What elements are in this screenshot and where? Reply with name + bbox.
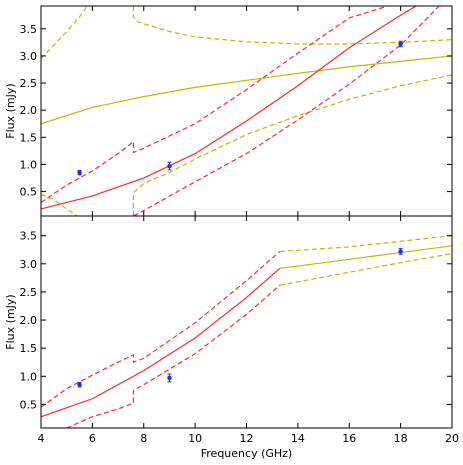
top-panel-y-tick-label: 2.0 <box>20 104 38 117</box>
top-panel-series-line-7-dashed <box>41 6 388 203</box>
top-panel-observed-point-1 <box>77 169 82 176</box>
bottom-panel-y-tick-label: 1.5 <box>20 342 38 355</box>
point-marker <box>77 382 82 387</box>
bottom-panel-series-line-6-dashed <box>279 253 452 286</box>
bottom-panel-y-axis-label: Flux (mJy) <box>4 294 17 349</box>
bottom-panel-series-line-2-solid <box>279 245 452 269</box>
x-tick-label: 4 <box>38 432 45 445</box>
top-panel-y-tick-label: 1.0 <box>20 158 38 171</box>
top-panel-observations <box>77 40 403 176</box>
bottom-panel-x-ticks: 4 6 8 10 12 14 16 18 20 <box>38 216 459 445</box>
top-panel-y-ticks: 0.5 1.0 1.5 2.0 2.5 3.0 3.5 <box>20 23 452 199</box>
top-panel-series <box>41 6 452 216</box>
x-tick-label: 12 <box>240 432 254 445</box>
bottom-panel-y-tick-label: 2.5 <box>20 286 38 299</box>
top-panel-series-line-5-dashed <box>132 74 452 216</box>
top-panel-observed-point-2 <box>167 161 172 171</box>
top-panel-y-tick-label: 3.0 <box>20 50 38 63</box>
top-panel-series-line-8-dashed <box>133 6 440 216</box>
bottom-panel-observed-point-1 <box>77 381 82 388</box>
x-tick-label: 14 <box>291 432 305 445</box>
top-panel-y-tick-label: 0.5 <box>20 186 38 199</box>
bottom-panel-observed-point-3 <box>398 248 403 255</box>
top-panel-series-line-4-dashed <box>41 193 78 216</box>
top-panel-series-line-2-dashed <box>41 6 88 60</box>
x-axis-label: Frequency (GHz) <box>201 447 292 460</box>
top-panel: 0.5 1.0 1.5 2.0 2.5 3.0 3.5 Flux (mJy) <box>4 5 453 217</box>
top-panel-y-tick-label: 3.5 <box>20 23 38 36</box>
x-tick-label: 20 <box>445 432 459 445</box>
top-panel-y-axis-label: Flux (mJy) <box>4 83 17 138</box>
bottom-panel-y-ticks: 0.5 1.0 1.5 2.0 2.5 3.0 3.5 <box>20 230 452 411</box>
bottom-panel-series-line-1-solid <box>41 267 281 418</box>
point-marker <box>398 249 403 254</box>
point-marker <box>398 41 403 47</box>
top-panel-y-tick-label: 2.5 <box>20 77 38 90</box>
x-tick-label: 8 <box>140 432 147 445</box>
top-panel-series-line-6-solid <box>41 6 417 210</box>
bottom-panel-y-tick-label: 3.0 <box>20 258 38 271</box>
bottom-panel-observed-point-2 <box>167 373 172 383</box>
bottom-panel-series-line-5-dashed <box>66 284 281 428</box>
top-panel-series-line-3-dashed <box>132 6 452 45</box>
bottom-panel-y-tick-label: 0.5 <box>20 398 38 411</box>
bottom-panel-series-line-3-dashed <box>41 250 281 408</box>
point-marker <box>167 163 172 169</box>
bottom-panel-observations <box>77 248 403 388</box>
point-marker <box>77 170 82 175</box>
bottom-panel-series-line-4-dashed <box>279 235 452 253</box>
top-panel-y-tick-label: 1.5 <box>20 131 38 144</box>
x-tick-label: 10 <box>188 432 202 445</box>
x-tick-label: 16 <box>342 432 356 445</box>
bottom-panel-series <box>41 235 452 428</box>
top-panel-observed-point-3 <box>398 40 403 48</box>
x-tick-label: 6 <box>89 432 96 445</box>
bottom-panel-y-tick-label: 2.0 <box>20 314 38 327</box>
top-panel-series-line-1-solid <box>41 55 452 125</box>
x-tick-label: 18 <box>394 432 408 445</box>
point-marker <box>167 375 172 381</box>
bottom-panel: 0.5 1.0 1.5 2.0 2.5 3.0 3.5 4 6 8 10 12 14 16 18 20 Fl… <box>4 215 459 445</box>
bottom-panel-y-tick-label: 3.5 <box>20 230 38 243</box>
bottom-panel-y-tick-label: 1.0 <box>20 370 38 383</box>
top-panel-x-ticks <box>40 6 453 216</box>
